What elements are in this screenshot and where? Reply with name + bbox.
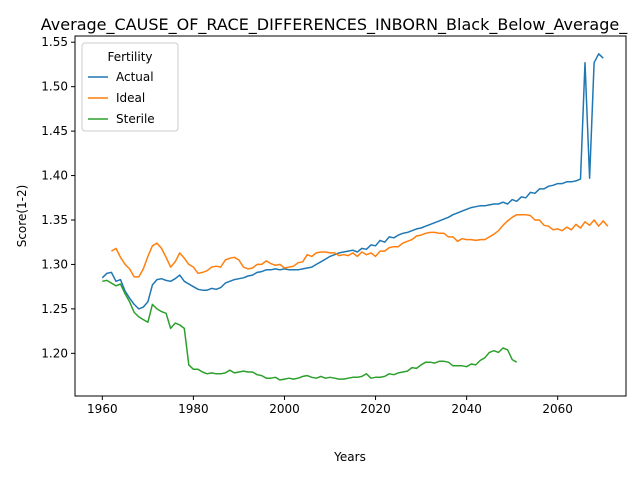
x-tick-label: 1980 [178, 402, 209, 416]
y-axis-label: Score(1-2) [15, 185, 29, 248]
legend-items: Actual Ideal Sterile [88, 70, 155, 126]
x-tick-label: 2020 [360, 402, 391, 416]
y-tick-label: 1.25 [41, 302, 68, 316]
legend-box [81, 42, 179, 132]
legend-label-sterile: Sterile [116, 112, 155, 126]
legend-title: Fertility [107, 50, 152, 64]
y-tick-label: 1.55 [41, 35, 68, 49]
y-tick-label: 1.45 [41, 124, 68, 138]
y-tick-label: 1.50 [41, 80, 68, 94]
chart-title: Average_CAUSE_OF_RACE_DIFFERENCES_INBORN… [41, 15, 628, 35]
plot-lines [101, 53, 609, 381]
axis-ticks: 1960 1980 2000 2020 2040 2060 1.20 1.25 1.30 1.35… [41, 35, 573, 416]
x-tick-label: 2040 [451, 402, 482, 416]
plot-frame [74, 35, 627, 397]
x-tick-label: 2000 [269, 402, 300, 416]
y-tick-label: 1.40 [41, 169, 68, 183]
y-tick-label: 1.20 [41, 346, 68, 360]
series-line-actual [101, 53, 604, 310]
series-line-sterile [102, 279, 518, 381]
x-axis-label: Years [333, 450, 366, 464]
legend: Fertility Actual Ideal Sterile [81, 42, 179, 132]
x-tick-label: 2060 [542, 402, 573, 416]
y-tick-label: 1.35 [41, 213, 68, 227]
series-line-ideal [111, 213, 609, 278]
legend-label-actual: Actual [116, 70, 154, 84]
x-tick-label: 1960 [87, 402, 118, 416]
legend-label-ideal: Ideal [116, 91, 145, 105]
y-tick-label: 1.30 [41, 257, 68, 271]
